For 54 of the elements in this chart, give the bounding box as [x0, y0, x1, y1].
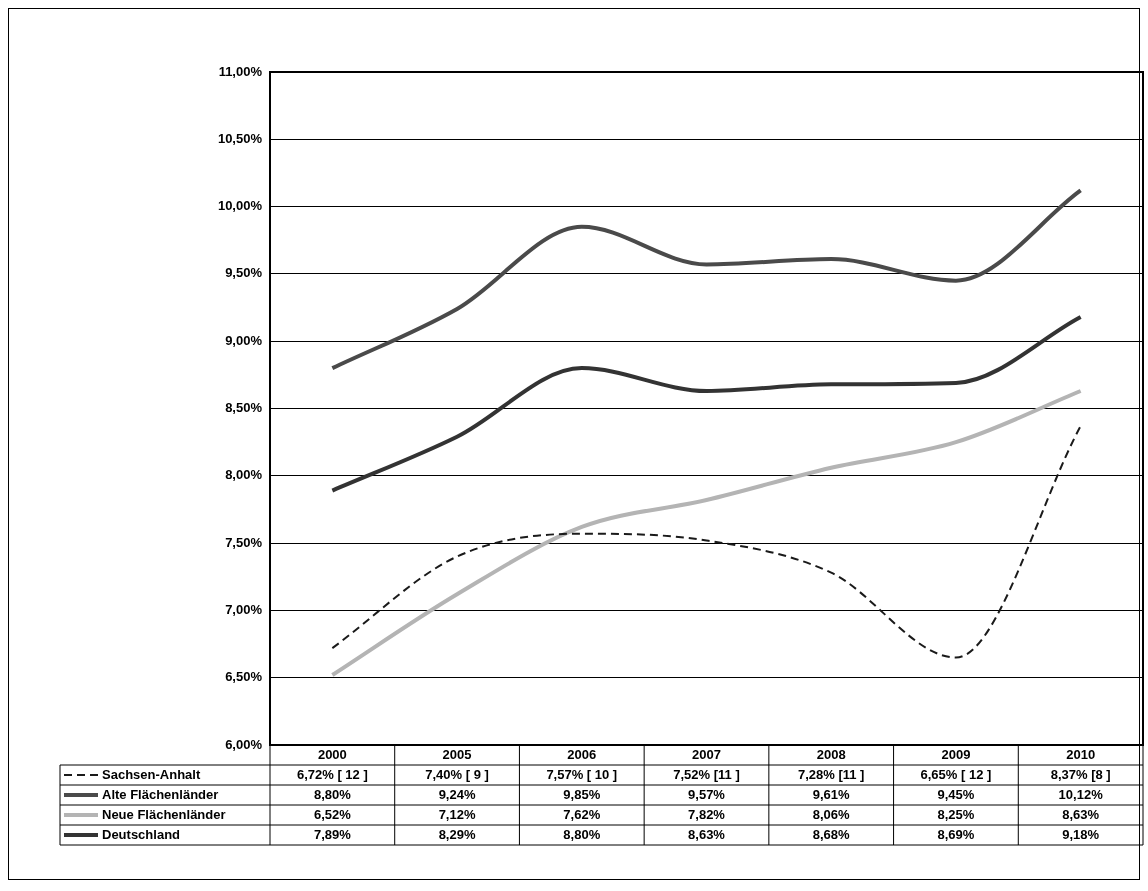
data-label: 8,80%: [563, 826, 601, 842]
data-label: 8,37% [8 ]: [1050, 766, 1111, 782]
data-label: 7,40% [ 9 ]: [425, 766, 489, 782]
x-tick-label: 2005: [442, 746, 472, 762]
data-label: 9,85%: [563, 786, 601, 802]
y-tick-label: 7,00%: [225, 601, 263, 617]
x-tick-label: 2006: [567, 746, 597, 762]
line-series: [330, 188, 1083, 371]
data-label: 8,06%: [812, 806, 851, 822]
data-label: 9,61%: [812, 786, 851, 802]
line-series: [331, 425, 1082, 659]
y-tick-label: 9,50%: [225, 265, 263, 281]
data-label: 6,52%: [313, 806, 352, 822]
data-label: 10,12%: [1058, 786, 1104, 802]
x-tick-label: 2008: [816, 746, 846, 762]
y-tick-label: 8,00%: [225, 467, 263, 483]
x-tick-label: 2010: [1066, 746, 1096, 762]
legend-label: Alte Flächenländer: [102, 786, 219, 802]
data-label: 7,62%: [563, 806, 601, 822]
data-label: 7,12%: [438, 806, 476, 822]
data-label: 8,80%: [313, 786, 352, 802]
data-label: 9,45%: [937, 786, 975, 802]
data-label: 7,28% [11 ]: [797, 766, 865, 782]
data-label: 8,25%: [937, 806, 975, 822]
y-tick-label: 6,00%: [225, 736, 263, 752]
y-tick-label: 9,00%: [225, 332, 263, 348]
data-label: 7,52% [11 ]: [673, 766, 740, 782]
y-tick-label: 10,50%: [217, 130, 263, 146]
data-label: 8,29%: [438, 826, 476, 842]
y-tick-label: 7,50%: [225, 534, 263, 550]
legend-label: Deutschland: [102, 826, 181, 842]
x-tick-label: 2000: [317, 746, 347, 762]
data-label: 6,72% [ 12 ]: [296, 766, 368, 782]
data-label: 8,69%: [937, 826, 975, 842]
legend-label: Sachsen-Anhalt: [102, 766, 201, 782]
y-tick-label: 6,50%: [225, 669, 263, 685]
data-label: 7,89%: [313, 826, 352, 842]
x-tick-label: 2009: [941, 746, 971, 762]
legend-label: Neue Flächenländer: [102, 806, 226, 822]
y-tick-label: 10,00%: [217, 198, 263, 214]
data-label: 9,24%: [438, 786, 476, 802]
data-label: 9,18%: [1062, 826, 1100, 842]
data-label: 8,68%: [812, 826, 851, 842]
y-tick-label: 11,00%: [218, 63, 263, 79]
y-tick-label: 8,50%: [225, 400, 263, 416]
data-label: 8,63%: [1062, 806, 1100, 822]
data-label: 7,57% [ 10 ]: [546, 766, 618, 782]
line-series: [330, 314, 1083, 493]
data-label: 6,65% [ 12 ]: [920, 766, 992, 782]
data-label: 9,57%: [688, 786, 726, 802]
line-series: [330, 389, 1083, 678]
data-label: 8,63%: [688, 826, 726, 842]
x-tick-label: 2007: [692, 746, 721, 762]
data-label: 7,82%: [688, 806, 726, 822]
